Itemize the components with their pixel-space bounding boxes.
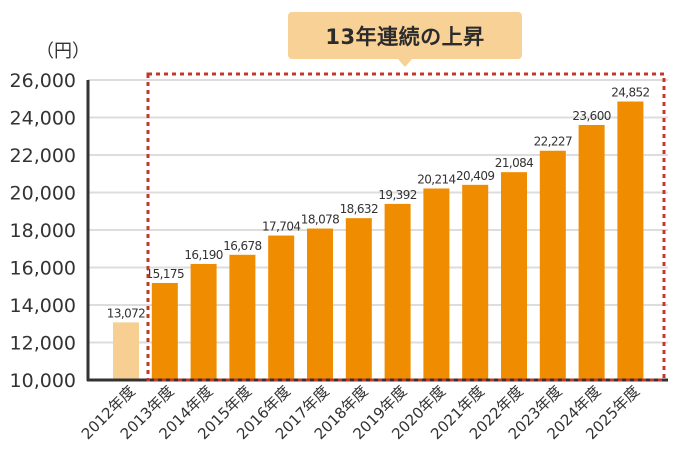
y-tick-label: 18,000 <box>10 220 76 242</box>
value-label: 15,175 <box>146 267 184 281</box>
value-label: 19,392 <box>378 188 416 202</box>
y-axis: 10,000 12,000 14,000 16,000 18,000 20,000 22,0… <box>10 70 76 392</box>
bar <box>539 150 566 380</box>
bar <box>501 172 527 380</box>
y-tick-label: 12,000 <box>10 333 76 355</box>
y-tick-label: 10,000 <box>10 370 76 392</box>
y-axis-unit-label: （円） <box>36 41 90 62</box>
bar <box>190 263 217 380</box>
value-label: 22,227 <box>534 135 572 149</box>
bar <box>617 101 644 381</box>
bar <box>384 203 411 380</box>
y-tick-label: 22,000 <box>10 145 76 167</box>
y-tick-label: 26,000 <box>10 70 76 92</box>
bar <box>578 125 605 380</box>
value-label: 24,852 <box>611 86 649 100</box>
value-label: 21,084 <box>495 156 533 170</box>
bar <box>113 322 139 380</box>
bar <box>345 218 372 380</box>
grid-lines <box>88 79 668 344</box>
y-tick-label: 24,000 <box>10 108 76 130</box>
bars <box>113 101 644 381</box>
y-tick-label: 16,000 <box>10 258 76 280</box>
bar <box>229 254 256 380</box>
value-label: 20,214 <box>417 172 455 186</box>
value-label: 20,409 <box>456 169 494 183</box>
y-tick-label: 20,000 <box>10 183 76 205</box>
value-label: 13,072 <box>107 306 145 320</box>
bar <box>423 188 450 380</box>
value-label: 16,190 <box>184 248 222 262</box>
x-axis-labels: 2012年度2013年度2014年度2015年度2016年度2017年度2018… <box>78 382 643 443</box>
value-label: 17,704 <box>262 220 300 234</box>
value-labels: 13,072 15,17516,19016,67817,70418,07818,6… <box>107 86 650 321</box>
value-label: 16,678 <box>223 239 261 253</box>
bar <box>307 228 333 380</box>
callout-13-year-rise: 13年連続の上昇 <box>288 12 522 67</box>
value-label: 18,078 <box>301 213 339 227</box>
bar <box>151 282 178 380</box>
highlight-box <box>146 72 666 382</box>
bar <box>462 184 489 380</box>
bar <box>268 235 295 380</box>
value-label: 23,600 <box>572 109 610 123</box>
value-label: 18,632 <box>340 202 378 216</box>
y-tick-label: 14,000 <box>10 295 76 317</box>
